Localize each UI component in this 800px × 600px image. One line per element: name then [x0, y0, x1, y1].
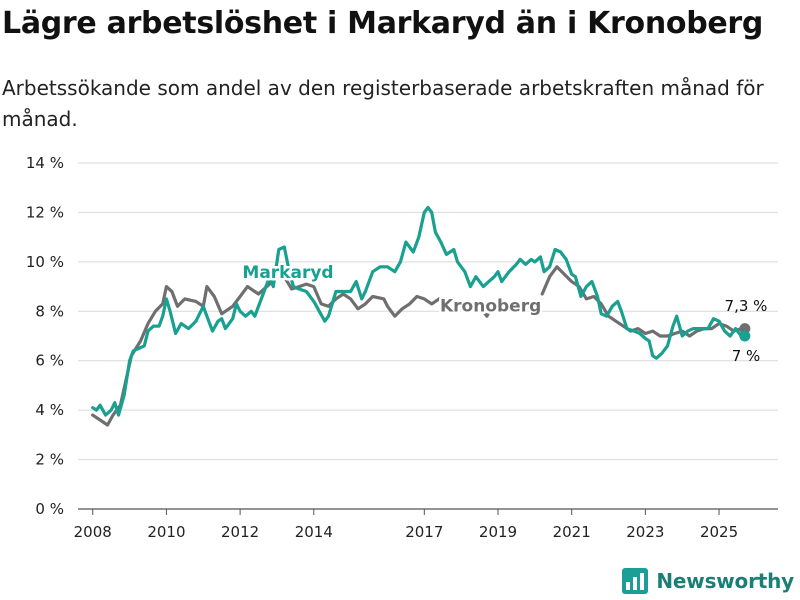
series-line-kronoberg	[540, 265, 747, 338]
series-line-kronoberg	[481, 307, 493, 318]
y-tick-label: 2 %	[35, 451, 64, 469]
series-line-kronoberg	[91, 265, 448, 427]
series-label-markaryd: Markaryd	[242, 263, 333, 283]
y-tick-label: 0 %	[35, 500, 64, 518]
newsworthy-brand[interactable]: Newsworthy	[622, 568, 794, 594]
chart-title: Lägre arbetslöshet i Markaryd än i Krono…	[2, 6, 764, 41]
series-line-markaryd	[91, 205, 747, 417]
y-tick-label: 12 %	[26, 203, 64, 221]
y-tick-label: 4 %	[35, 401, 64, 419]
brand-name: Newsworthy	[656, 569, 794, 593]
x-tick-label: 2019	[479, 523, 517, 541]
series-label-markaryd-halo: Markaryd	[242, 263, 333, 283]
x-tick-label: 2014	[295, 523, 333, 541]
x-tick-label: 2021	[553, 523, 591, 541]
series-label-kronoberg: Kronoberg	[440, 296, 541, 316]
end-label-kronoberg: 7,3 %	[725, 297, 768, 315]
chart-subtitle: Arbetssökande som andel av den registerb…	[2, 76, 764, 131]
x-tick-label: 2017	[405, 523, 443, 541]
x-tick-label: 2010	[147, 523, 185, 541]
y-tick-label: 6 %	[35, 352, 64, 370]
newsworthy-chart-logo-icon	[622, 568, 649, 594]
x-tick-label: 2025	[700, 523, 738, 541]
y-tick-label: 14 %	[26, 154, 64, 172]
x-tick-label: 2012	[221, 523, 259, 541]
y-tick-label: 10 %	[26, 253, 64, 271]
x-tick-label: 2008	[74, 523, 112, 541]
end-label-markaryd: 7 %	[732, 347, 761, 365]
series-label-kronoberg-halo: Kronoberg	[440, 296, 541, 316]
y-tick-label: 8 %	[35, 302, 64, 320]
x-tick-label: 2023	[626, 523, 664, 541]
series-endpoint-markaryd	[739, 330, 751, 342]
